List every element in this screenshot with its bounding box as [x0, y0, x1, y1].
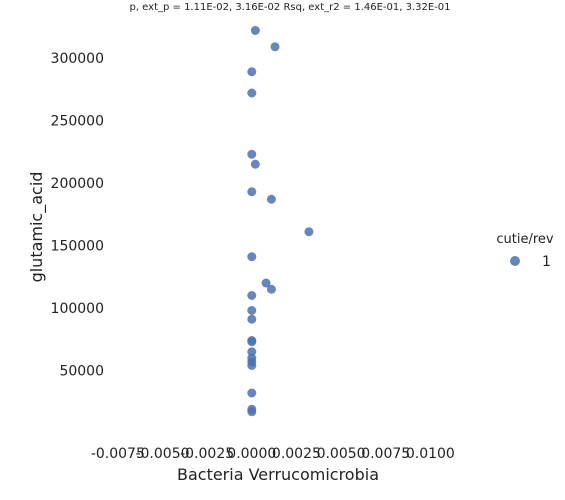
x-tick-label: 0.0025	[272, 446, 321, 462]
x-axis: -0.0075-0.0050-0.00250.00000.00250.00500…	[91, 446, 455, 462]
y-tick-label: 250000	[51, 114, 104, 130]
data-point	[247, 314, 257, 324]
data-point	[270, 42, 280, 52]
data-point	[247, 252, 257, 262]
data-point	[247, 306, 257, 315]
data-points	[247, 26, 314, 417]
data-point	[247, 347, 257, 357]
y-tick-label: 150000	[51, 239, 104, 255]
x-tick-label: -0.0050	[135, 446, 189, 462]
y-tick-label: 300000	[51, 51, 104, 67]
x-tick-label: 0.0075	[361, 446, 410, 462]
data-point	[250, 26, 260, 35]
data-point	[266, 284, 276, 294]
y-tick-label: 100000	[51, 301, 104, 317]
x-tick-label: -0.0075	[91, 446, 145, 462]
y-tick-label: 200000	[51, 176, 104, 192]
data-point	[250, 159, 260, 169]
data-point	[304, 227, 314, 237]
legend: cutie/rev 1	[496, 232, 554, 270]
legend-label: 1	[542, 254, 551, 270]
data-point	[247, 149, 257, 159]
data-point	[261, 278, 271, 288]
x-tick-label: 0.0100	[406, 446, 455, 462]
y-tick-label: 50000	[59, 364, 104, 380]
y-axis-label: glutamic_acid	[27, 172, 47, 283]
x-axis-label: Bacteria Verrucomicrobia	[177, 465, 379, 484]
data-point	[247, 407, 257, 417]
legend-title: cutie/rev	[496, 232, 554, 247]
chart-title: p, ext_p = 1.11E-02, 3.16E-02 Rsq, ext_r…	[129, 2, 450, 13]
x-tick-label: 0.0000	[227, 446, 276, 462]
data-point	[247, 187, 257, 197]
y-axis: 50000 100000 150000 200000 250000 300000	[51, 51, 104, 380]
data-point	[247, 337, 257, 347]
data-point	[247, 388, 257, 398]
x-tick-label: 0.0050	[317, 446, 366, 462]
data-point	[247, 291, 257, 300]
legend-marker	[510, 256, 520, 266]
data-point	[247, 361, 257, 370]
data-point	[247, 88, 257, 98]
x-tick-label: -0.0025	[180, 446, 234, 462]
data-point	[247, 67, 257, 77]
data-point	[266, 194, 276, 204]
